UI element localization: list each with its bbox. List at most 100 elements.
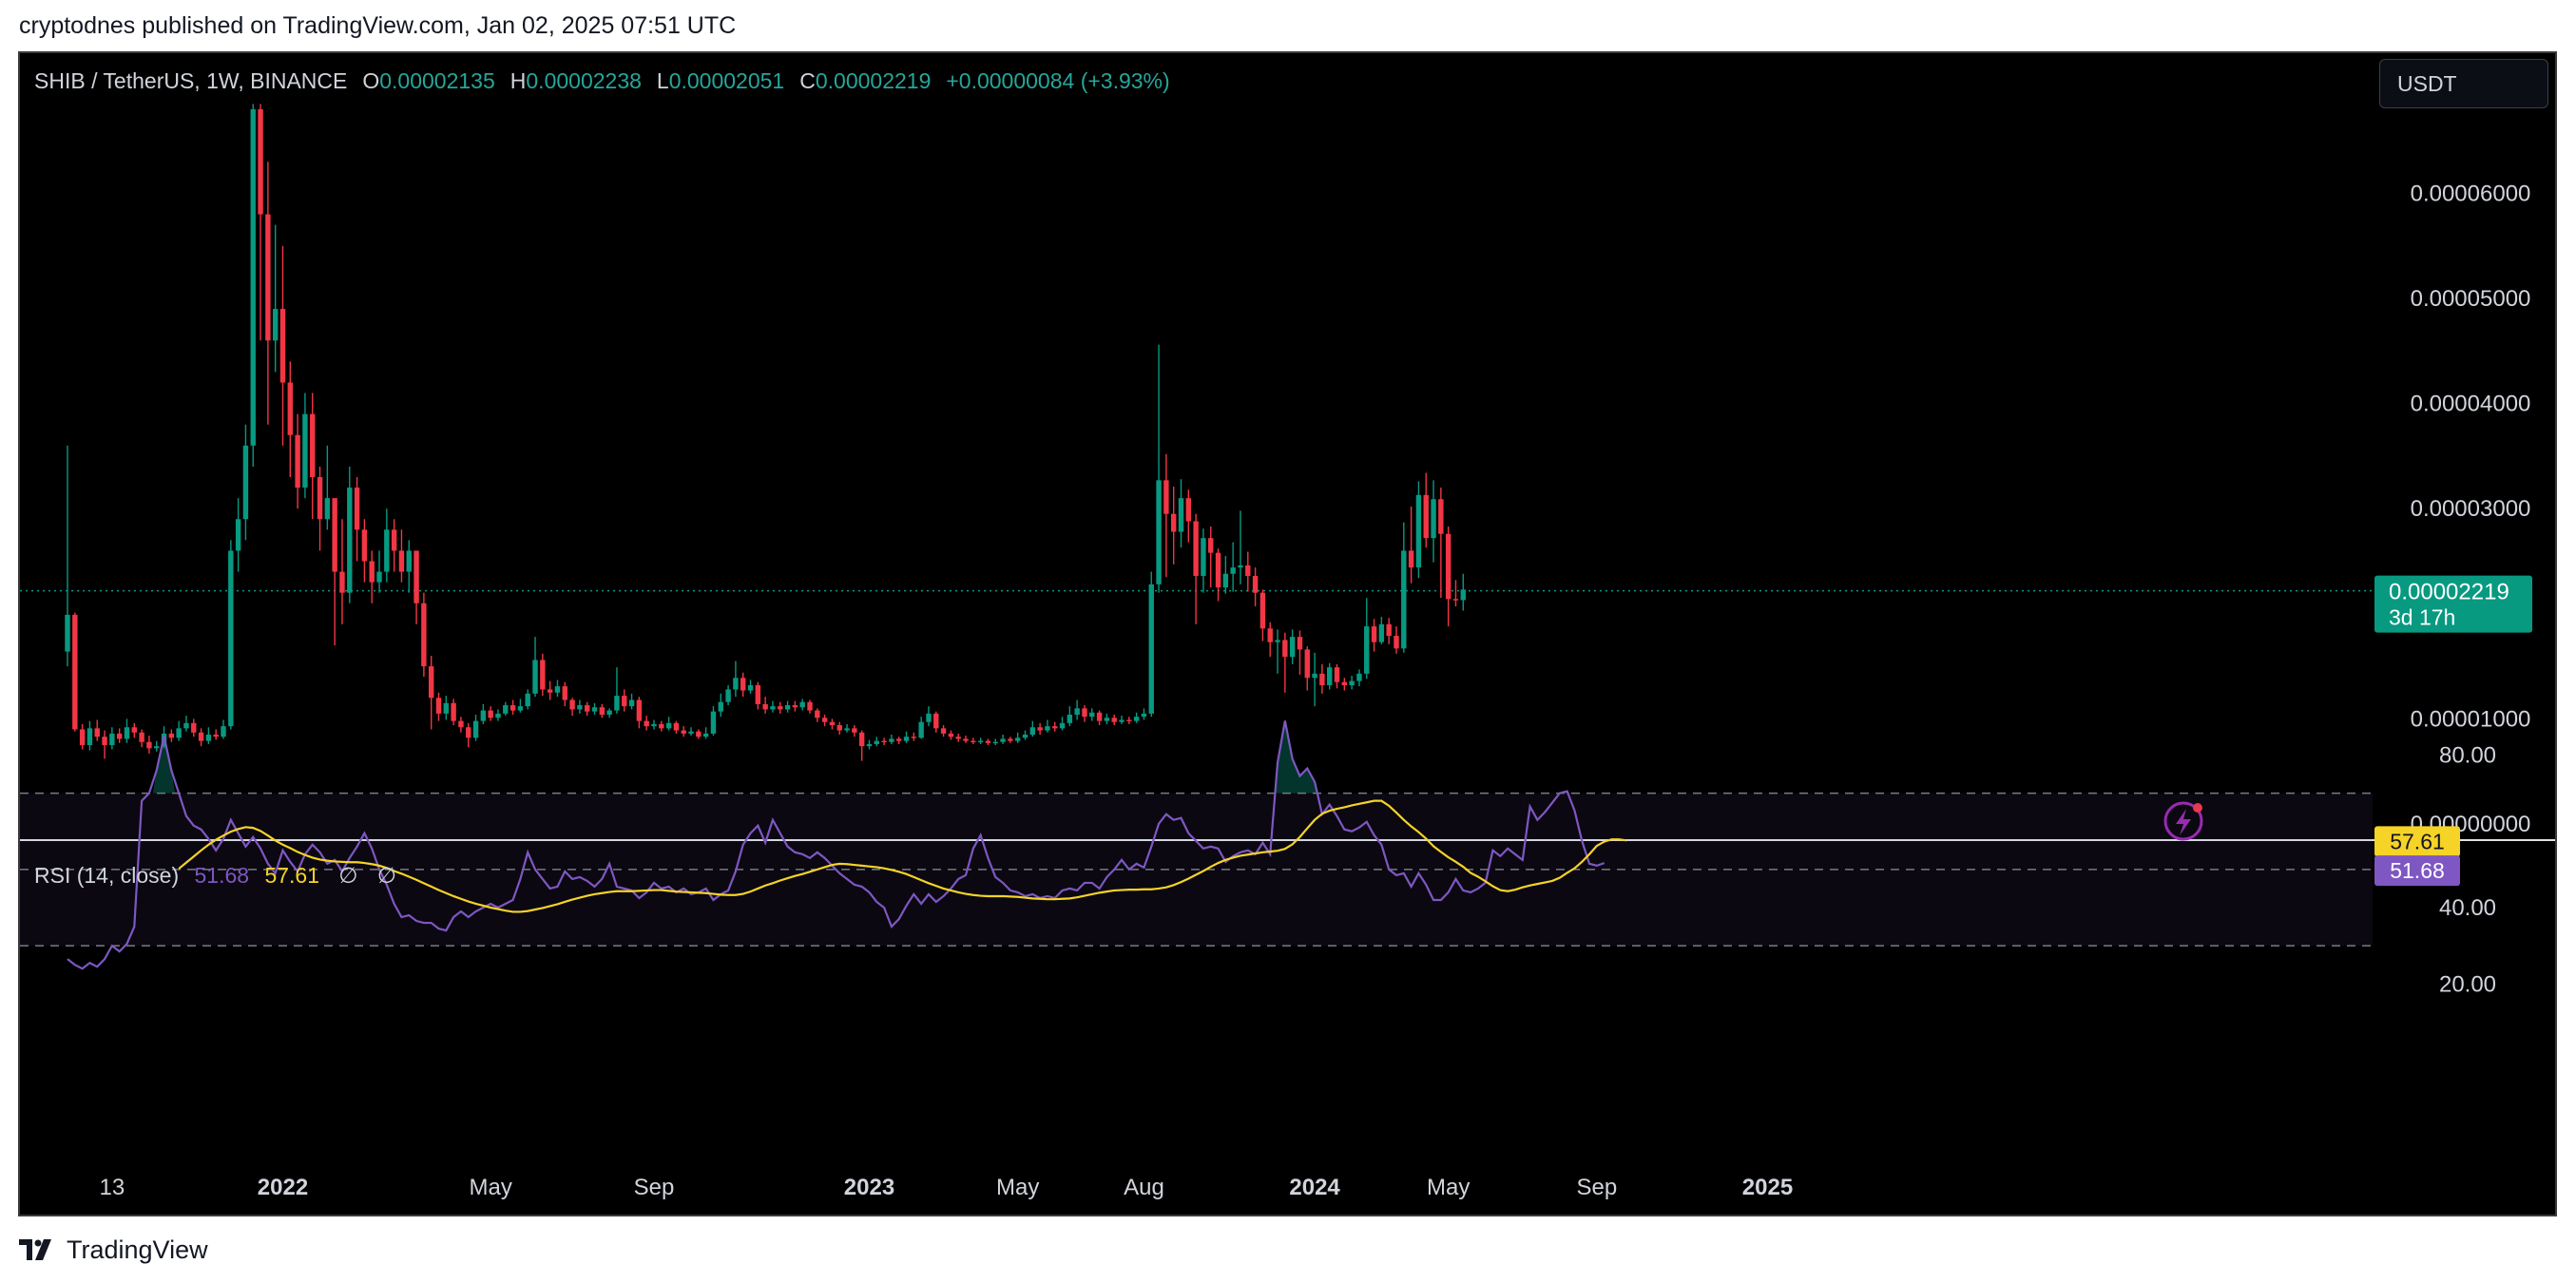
candle — [599, 707, 606, 715]
candle — [1415, 494, 1422, 568]
candle — [443, 702, 450, 714]
candle — [918, 721, 924, 738]
candle — [1252, 575, 1259, 593]
chart-canvas[interactable]: 0.00006000 0.00005000 0.00004000 0.00003000… — [20, 53, 2555, 1215]
candle — [628, 699, 635, 707]
time-tick-label: 2023 — [844, 1175, 894, 1200]
candle — [585, 705, 590, 712]
candle — [1222, 573, 1229, 588]
candle — [1126, 719, 1132, 721]
candle — [681, 730, 686, 734]
candle — [1096, 712, 1103, 721]
candle — [124, 727, 130, 739]
price-pane: 0.00006000 0.00005000 0.00004000 0.00003000… — [20, 104, 2555, 841]
candle — [1312, 673, 1317, 679]
candle — [354, 488, 360, 530]
symbol-label[interactable]: SHIB / TetherUS, 1W, BINANCE — [34, 68, 348, 93]
currency-button[interactable]: USDT — [2379, 59, 2548, 108]
price-badge-value: 0.00002219 — [2389, 580, 2509, 605]
candle — [310, 413, 316, 478]
candle — [198, 732, 204, 741]
price-tick-label: 0.00001000 — [2411, 706, 2531, 732]
na-value-2: ∅ — [376, 863, 396, 888]
candle — [517, 706, 524, 711]
candle — [1045, 726, 1050, 731]
candle — [102, 737, 107, 746]
candle — [733, 678, 739, 690]
candle — [324, 498, 331, 520]
candle — [1378, 623, 1385, 642]
candle — [554, 686, 561, 693]
candle — [376, 571, 382, 583]
candle — [265, 214, 271, 341]
candle — [1201, 538, 1206, 576]
candle — [614, 696, 620, 711]
candle — [606, 710, 612, 715]
candle — [495, 713, 501, 718]
candle — [1215, 552, 1221, 588]
candle — [279, 309, 286, 383]
candle — [1119, 719, 1125, 722]
candle — [807, 701, 813, 711]
candle — [710, 711, 717, 734]
candle — [688, 731, 694, 734]
candle — [287, 382, 293, 435]
price-tick-label: 0.00004000 — [2411, 392, 2531, 417]
candle — [1193, 521, 1199, 576]
time-axis: Jun132022MaySep2023MayAug2024MaySep2025 — [100, 1175, 1794, 1200]
rsi-line — [67, 720, 1605, 970]
candle — [985, 740, 991, 743]
candle — [1327, 667, 1333, 686]
candle — [1356, 673, 1362, 681]
candle — [1386, 623, 1392, 637]
candle — [778, 706, 783, 710]
candle — [926, 713, 932, 722]
candle — [1394, 636, 1399, 649]
time-tick-label: Sep — [1577, 1175, 1618, 1200]
ohlc-legend: SHIB / TetherUS, 1W, BINANCE O 0.00002135… — [34, 68, 1170, 94]
time-tick-label: 2022 — [258, 1175, 308, 1200]
candle — [1371, 626, 1377, 642]
tradingview-footer[interactable]: TradingView — [19, 1226, 208, 1273]
candle — [183, 722, 189, 729]
candle — [302, 413, 308, 488]
candle — [1334, 667, 1340, 682]
candle — [235, 519, 241, 551]
candle — [1148, 584, 1154, 714]
candle — [87, 728, 93, 746]
candle — [406, 550, 412, 572]
candle — [1022, 734, 1028, 738]
candle — [191, 722, 197, 733]
candle — [1408, 550, 1414, 568]
candle — [509, 705, 516, 711]
candle — [844, 728, 850, 731]
candle — [272, 309, 279, 341]
candle — [821, 718, 828, 722]
rsi-title[interactable]: RSI (14, close) — [34, 863, 180, 888]
rsi-overbought-fill — [152, 736, 176, 794]
candle — [1445, 533, 1451, 600]
candle — [673, 722, 680, 731]
candle — [1163, 480, 1169, 514]
time-tick-label: May — [469, 1175, 511, 1200]
publish-info: cryptodnes published on TradingView.com,… — [19, 11, 737, 39]
candle — [1245, 565, 1251, 576]
chart-frame[interactable]: 0.00006000 0.00005000 0.00004000 0.00003000… — [18, 51, 2557, 1216]
candle — [644, 720, 649, 727]
rsi-badge-value: 51.68 — [2390, 858, 2445, 883]
candle — [361, 529, 368, 562]
price-badge-countdown: 3d 17h — [2389, 605, 2455, 630]
candle — [1364, 626, 1370, 674]
candle — [1289, 637, 1296, 658]
candle — [131, 727, 137, 733]
candle — [933, 713, 939, 729]
candle — [1052, 726, 1058, 729]
candle — [332, 498, 337, 572]
candle — [317, 477, 323, 520]
candle — [451, 702, 456, 721]
candle — [1304, 649, 1310, 679]
lightning-icon — [2163, 801, 2203, 841]
candle — [488, 710, 493, 718]
candle — [815, 710, 820, 718]
candle — [480, 710, 487, 721]
